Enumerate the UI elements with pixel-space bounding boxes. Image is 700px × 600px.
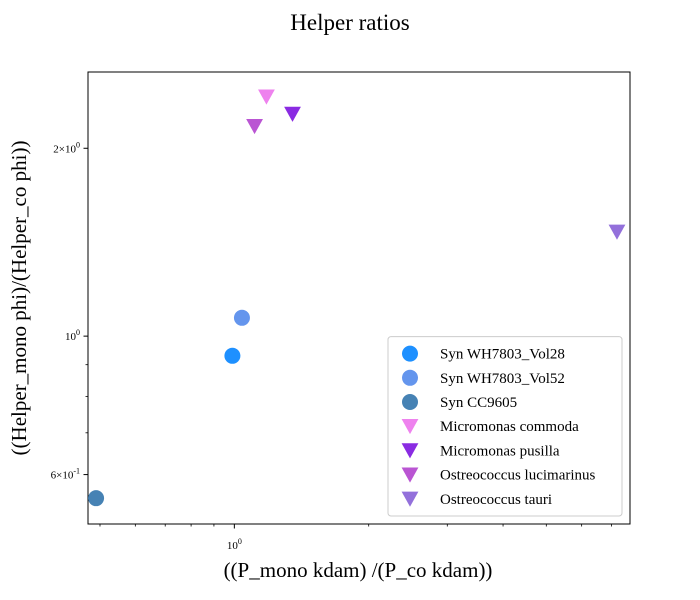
legend-label: Micromonas pusilla: [440, 443, 560, 459]
data-point: [233, 309, 250, 326]
x-axis-label: ((P_mono kdam) /(P_co kdam)): [224, 558, 493, 582]
plot-area: 100 6×10-1 100 2×100: [51, 71, 631, 552]
legend-marker: [401, 467, 419, 483]
legend-label: Ostreococcus tauri: [440, 492, 552, 508]
legend-label: Syn CC9605: [440, 395, 517, 411]
y-tick-label: 100: [65, 328, 80, 343]
legend-marker: [402, 369, 418, 386]
data-point: [246, 119, 263, 135]
data-point: [258, 89, 275, 105]
plot-frame: [87, 71, 631, 525]
legend-marker: [401, 419, 419, 435]
data-point: [284, 106, 301, 122]
legend-marker: [401, 491, 419, 507]
data-point: [224, 347, 241, 364]
legend-box: [387, 336, 623, 517]
legend-label: Syn WH7803_Vol28: [440, 347, 565, 363]
x-tick-label: 100: [227, 537, 242, 552]
data-point: [88, 490, 105, 507]
legend-label: Syn WH7803_Vol52: [440, 371, 565, 387]
legend-label: Ostreococcus lucimarinus: [440, 468, 596, 484]
chart-title: Helper ratios: [290, 10, 409, 35]
legend: Syn WH7803_Vol28 Syn WH7803_Vol52 Syn CC96…: [387, 336, 623, 517]
legend-marker: [401, 443, 419, 459]
legend-label: Micromonas commoda: [440, 419, 579, 435]
legend-marker: [402, 345, 418, 362]
y-tick-label: 2×100: [53, 140, 80, 155]
data-point: [608, 224, 626, 240]
legend-marker: [402, 394, 418, 410]
y-axis-label: ((Helper_mono phi)/(Helper_co phi)): [7, 141, 31, 456]
y-tick-label: 6×10-1: [51, 467, 80, 482]
